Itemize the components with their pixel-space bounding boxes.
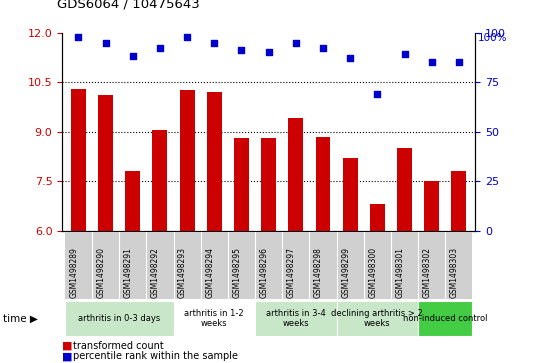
Text: GSM1498289: GSM1498289 [70,247,78,298]
Bar [397,148,412,231]
Text: transformed count: transformed count [73,340,164,351]
Text: declining arthritis > 2
weeks: declining arthritis > 2 weeks [332,309,423,328]
Text: ■: ■ [62,351,72,362]
Text: non-induced control: non-induced control [403,314,488,323]
Point [400,52,409,57]
Bar [207,92,222,231]
Point [455,60,463,65]
Text: GSM1498293: GSM1498293 [178,247,187,298]
Point [427,60,436,65]
Point [346,56,354,61]
Text: GSM1498296: GSM1498296 [260,247,269,298]
Bar [125,171,140,231]
Text: GSM1498300: GSM1498300 [368,246,377,298]
Text: arthritis in 1-2
weeks: arthritis in 1-2 weeks [185,309,244,328]
Point [102,40,110,45]
Point [74,34,83,40]
Text: GSM1498302: GSM1498302 [423,247,431,298]
Point [237,48,246,53]
Text: time ▶: time ▶ [3,314,38,323]
Point [292,40,300,45]
Point [265,50,273,56]
Bar [315,136,330,231]
Text: GSM1498295: GSM1498295 [233,247,241,298]
Bar [98,95,113,231]
Bar [343,158,357,231]
Point [373,91,382,97]
Point [319,46,327,52]
Text: ■: ■ [62,340,72,351]
Bar [451,171,467,231]
Point [156,46,164,52]
Text: GSM1498292: GSM1498292 [151,247,160,298]
Bar [180,90,194,231]
Text: 100%: 100% [478,33,508,43]
Text: GSM1498297: GSM1498297 [287,247,296,298]
Text: arthritis in 0-3 days: arthritis in 0-3 days [78,314,160,323]
Point [183,34,192,40]
Bar [261,138,276,231]
Text: arthritis in 3-4
weeks: arthritis in 3-4 weeks [266,309,326,328]
Text: GSM1498294: GSM1498294 [205,247,214,298]
Bar [370,204,385,231]
Bar [288,118,303,231]
Text: GSM1498291: GSM1498291 [124,247,133,298]
Bar [152,130,167,231]
Text: GSM1498290: GSM1498290 [97,247,106,298]
Text: GSM1498301: GSM1498301 [395,247,404,298]
Text: percentile rank within the sample: percentile rank within the sample [73,351,238,362]
Text: GSM1498299: GSM1498299 [341,247,350,298]
Point [129,53,137,59]
Point [210,40,219,45]
Bar [234,138,249,231]
Bar [424,181,439,231]
Text: GDS6064 / 10475643: GDS6064 / 10475643 [57,0,199,11]
Text: GSM1498298: GSM1498298 [314,247,323,298]
Text: GSM1498303: GSM1498303 [450,246,459,298]
Bar [71,89,86,231]
